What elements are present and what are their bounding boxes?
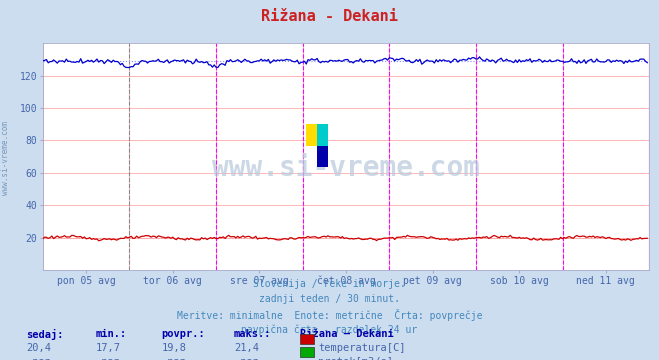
Text: zadnji teden / 30 minut.: zadnji teden / 30 minut.: [259, 294, 400, 304]
Text: min.:: min.:: [96, 329, 127, 339]
Text: Rižana – Dekani: Rižana – Dekani: [300, 329, 393, 339]
Text: povpr.:: povpr.:: [161, 329, 205, 339]
Text: 20,4: 20,4: [26, 343, 51, 353]
Text: pretok[m3/s]: pretok[m3/s]: [318, 357, 393, 360]
Text: sedaj:: sedaj:: [26, 329, 64, 341]
Text: temperatura[C]: temperatura[C]: [318, 343, 406, 353]
Text: 17,7: 17,7: [96, 343, 121, 353]
Text: 19,8: 19,8: [161, 343, 186, 353]
Text: maks.:: maks.:: [234, 329, 272, 339]
Text: www.si-vreme.com: www.si-vreme.com: [1, 121, 10, 195]
Text: Meritve: minimalne  Enote: metrične  Črta: povprečje: Meritve: minimalne Enote: metrične Črta:…: [177, 309, 482, 321]
Text: -nan: -nan: [234, 357, 259, 360]
Text: Rižana - Dekani: Rižana - Dekani: [261, 9, 398, 24]
Text: -nan: -nan: [26, 357, 51, 360]
Text: -nan: -nan: [96, 357, 121, 360]
Bar: [306, 124, 318, 146]
Text: Slovenija / reke in morje.: Slovenija / reke in morje.: [253, 279, 406, 289]
Text: 21,4: 21,4: [234, 343, 259, 353]
Text: -nan: -nan: [161, 357, 186, 360]
Text: navpična črta - razdelek 24 ur: navpična črta - razdelek 24 ur: [241, 324, 418, 335]
Text: www.si-vreme.com: www.si-vreme.com: [212, 154, 480, 182]
Bar: [318, 146, 328, 167]
Bar: [318, 124, 328, 146]
